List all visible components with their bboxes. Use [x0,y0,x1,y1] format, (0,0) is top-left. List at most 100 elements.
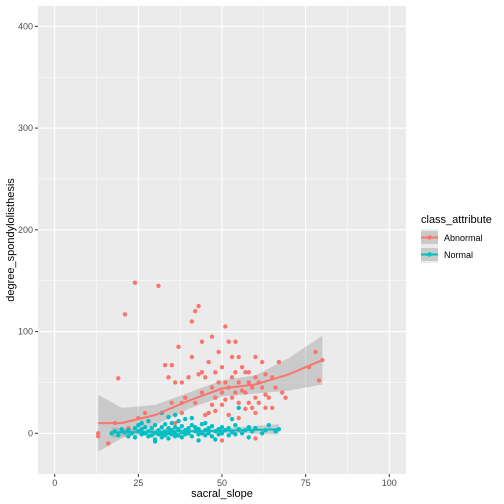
point-abnormal [229,375,235,380]
y-axis: 0 100 200 300 400 [18,21,38,438]
point-normal [139,427,144,432]
x-tick-label: 0 [52,478,57,488]
point-abnormal [263,405,268,411]
point-abnormal [186,375,191,380]
legend-key-point [427,235,432,240]
point-abnormal [263,392,268,397]
point-abnormal [249,385,255,390]
point-abnormal [223,324,228,329]
point-abnormal [239,388,245,393]
point-normal [216,432,221,437]
point-normal [149,433,154,438]
point-normal [183,416,188,422]
point-abnormal [96,434,101,439]
point-abnormal [269,405,275,411]
fit-line-abnormal [98,359,323,425]
point-abnormal [263,372,268,377]
x-axis: 0 25 50 75 100 [52,474,397,488]
point-normal [176,433,181,438]
point-abnormal [229,354,235,360]
point-abnormal [236,400,241,405]
point-normal [183,432,188,437]
point-normal [116,433,121,438]
point-normal [239,431,245,436]
point-abnormal [209,334,215,339]
point-abnormal [156,283,161,288]
point-abnormal [172,420,178,426]
point-abnormal [196,303,201,309]
x-tick-label: 50 [217,478,227,488]
point-abnormal [246,380,251,385]
point-normal [233,422,238,428]
point-abnormal [142,410,148,416]
point-normal [219,425,225,430]
point-abnormal [226,412,231,418]
point-abnormal [223,380,228,385]
point-abnormal [253,436,258,441]
point-normal [203,433,208,438]
point-abnormal [219,390,225,395]
point-normal [186,426,191,431]
point-abnormal [193,400,198,405]
point-abnormal [122,312,128,317]
point-normal [146,434,151,439]
point-normal [179,423,185,429]
point-normal [139,420,144,426]
point-normal [189,415,195,421]
point-normal [126,434,131,439]
point-abnormal [226,339,231,344]
point-abnormal [216,380,221,385]
point-abnormal [219,438,225,443]
point-abnormal [259,385,265,390]
point-normal [146,418,151,424]
legend-label-normal: Normal [444,250,473,260]
fit-line-normal [111,428,279,434]
point-abnormal [253,354,258,360]
point-normal [166,426,171,431]
point-normal [236,405,241,411]
point-normal [209,423,215,429]
point-abnormal [283,395,288,400]
point-abnormal [206,410,211,416]
point-abnormal [162,362,168,368]
point-abnormal [209,385,215,390]
point-abnormal [106,441,111,446]
point-abnormal [253,395,258,400]
point-normal [189,422,195,428]
point-abnormal [213,408,218,414]
point-normal [156,432,161,437]
y-tick-label: 300 [18,123,33,133]
point-normal [142,425,148,430]
point-normal [199,421,205,427]
point-normal [172,425,178,430]
point-abnormal [273,385,278,390]
point-normal [169,420,175,426]
point-abnormal [96,431,101,436]
x-tick-label: 75 [301,478,311,488]
point-normal [159,435,164,440]
point-abnormal [316,378,322,383]
point-normal [179,435,185,440]
point-abnormal [236,354,241,360]
point-abnormal [236,380,241,385]
point-normal [152,439,158,444]
point-normal [276,427,282,432]
legend-title: class_attribute [421,214,492,226]
point-abnormal [223,397,228,402]
point-normal [166,436,171,441]
point-normal [226,433,231,438]
point-normal [162,421,168,427]
point-abnormal [276,359,282,365]
point-abnormal [116,376,121,381]
point-abnormal [172,380,178,385]
fit-lines [98,359,323,434]
point-normal [203,420,208,426]
point-abnormal [253,410,258,416]
point-normal [233,432,238,437]
point-abnormal [199,339,205,344]
point-abnormal [213,395,218,400]
point-abnormal [169,362,175,368]
point-normal [159,425,164,430]
point-abnormal [243,390,248,395]
